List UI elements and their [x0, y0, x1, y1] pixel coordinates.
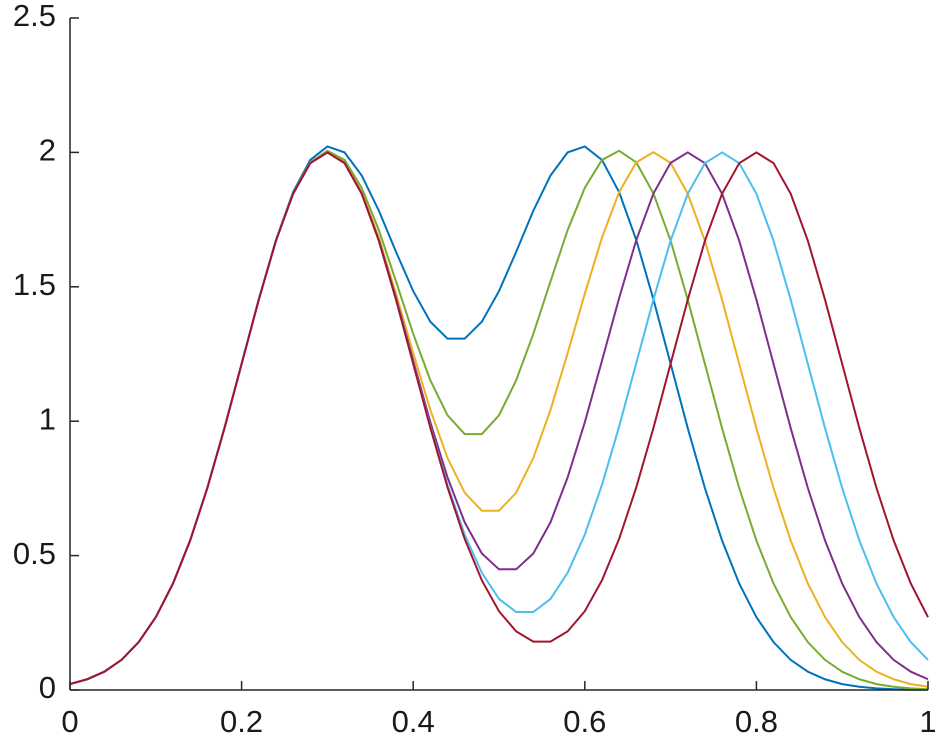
x-tick-label: 0 [61, 704, 78, 739]
x-tick-label: 0.6 [563, 704, 606, 739]
y-tick-label: 2 [39, 133, 56, 168]
data-line [69, 145, 928, 691]
data-line [69, 151, 929, 686]
y-tick-label: 0.5 [13, 536, 56, 571]
y-tick-label: 1.5 [13, 267, 56, 302]
data-line [69, 150, 929, 688]
y-tick-label: 0 [39, 670, 56, 705]
y-tick-label: 1 [39, 401, 56, 436]
data-line [69, 151, 929, 686]
data-line [69, 151, 929, 686]
x-tick-label: 1 [919, 704, 935, 739]
x-tick-label: 0.8 [735, 704, 778, 739]
data-line [69, 149, 929, 691]
x-tick-label: 0.4 [392, 704, 435, 739]
x-tick-label: 0.2 [220, 704, 263, 739]
y-tick-label: 2.5 [13, 0, 56, 33]
